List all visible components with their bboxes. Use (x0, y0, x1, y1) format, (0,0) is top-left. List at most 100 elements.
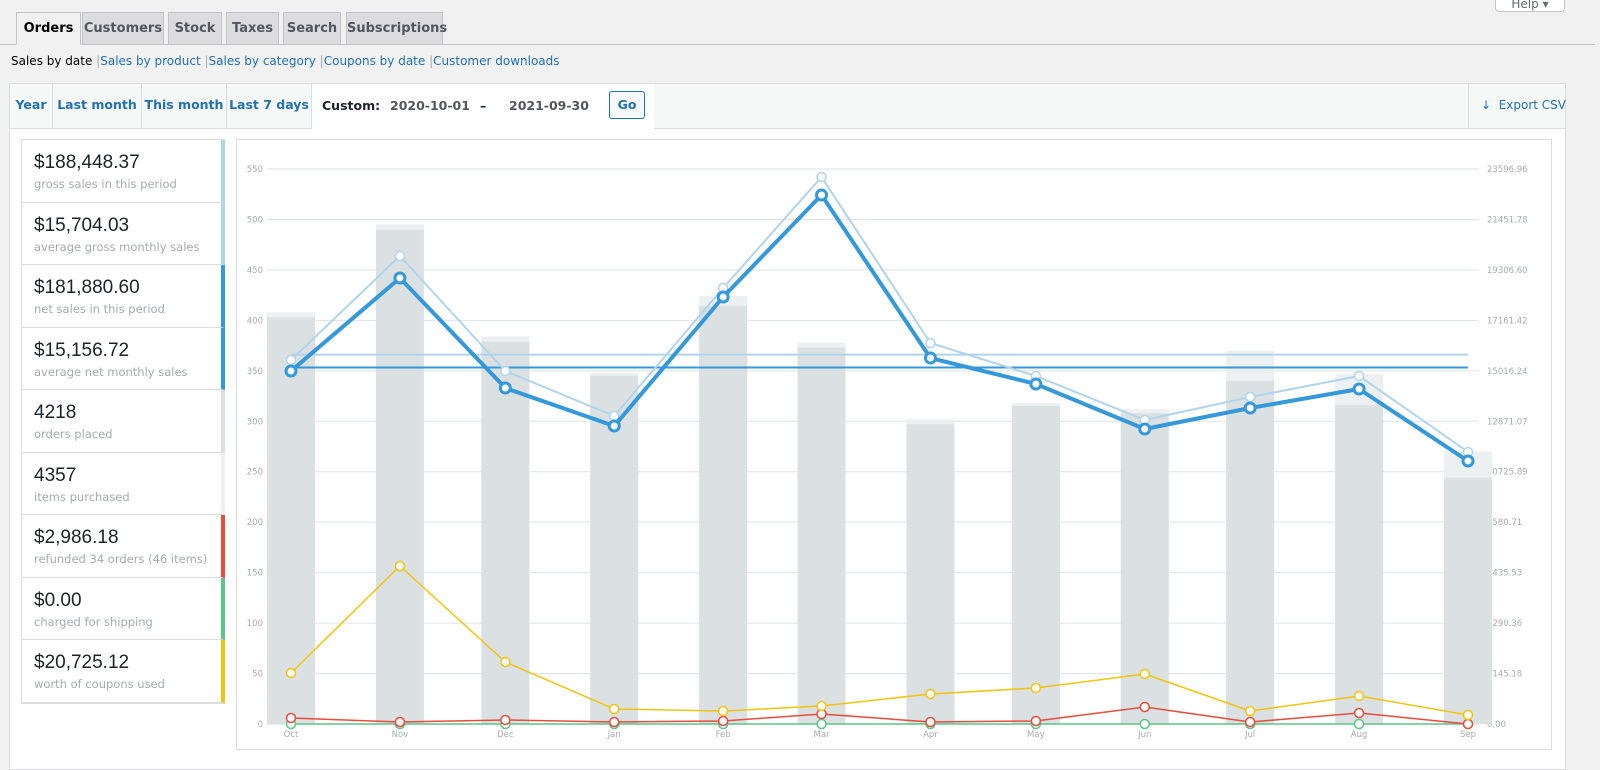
export-csv-button[interactable]: ↓ Export CSV (1468, 84, 1566, 128)
orders-bar (797, 347, 846, 724)
x-tick-label: Jun (1137, 730, 1151, 740)
legend-label: charged for shipping (34, 614, 153, 629)
net-point (1352, 382, 1366, 396)
net-point (1138, 422, 1152, 436)
refunds-point (1030, 715, 1042, 727)
help-button[interactable]: Help ▾ (1495, 0, 1565, 12)
legend-gross-sales[interactable]: $188,448.37 gross sales in this period (22, 140, 225, 203)
legend-items-purchased[interactable]: 4357 items purchased (22, 452, 225, 515)
x-tick-label: Jul (1244, 730, 1255, 740)
x-tick-label: Mar (814, 730, 831, 740)
orders-bar (1011, 406, 1060, 724)
y-right-tick-label: 4290.36 (1487, 619, 1522, 629)
y-right-tick-label: 0.00 (1487, 720, 1506, 730)
legend-label: items purchased (34, 489, 130, 504)
y-left-tick-label: 200 (247, 518, 263, 528)
net-line (289, 193, 1470, 463)
tab-subscriptions[interactable]: Subscriptions (346, 12, 447, 45)
net-point (716, 290, 730, 304)
x-tick-label: Jan (607, 730, 621, 740)
legend-value: $181,880.60 (34, 277, 140, 298)
range-year[interactable]: Year (10, 84, 53, 128)
subnav-sales-by-category[interactable]: Sales by category (208, 54, 316, 68)
orders-bar (1335, 405, 1384, 724)
x-tick-label: Nov (392, 730, 409, 740)
y-left-tick-label: 150 (247, 569, 263, 579)
orders-bar (699, 306, 748, 724)
y-right-tick-label: 23596.96 (1487, 165, 1528, 175)
subnav-customer-downloads[interactable]: Customer downloads (433, 54, 560, 68)
sales-chart: 0 0.00 50 2145.18 100 4290.36 150 6435.53 200 858… (236, 139, 1552, 750)
net-point (923, 351, 937, 365)
go-button[interactable]: Go (609, 91, 645, 119)
legend-value: $188,448.37 (34, 152, 140, 173)
x-tick-label: Dec (497, 730, 514, 740)
legend-coupons[interactable]: $20,725.12 worth of coupons used (22, 640, 225, 703)
legend-net-sales[interactable]: $181,880.60 net sales in this period (22, 265, 225, 328)
y-left-tick-label: 500 (247, 215, 263, 225)
range-this-month[interactable]: This month (142, 84, 227, 128)
gross-point (1244, 391, 1256, 403)
start-date-input[interactable]: 2020-10-01 (390, 98, 470, 113)
y-right-tick-label: 15016.24 (1487, 367, 1528, 377)
y-right-tick-label: 17161.42 (1487, 316, 1528, 326)
y-right-tick-label: 6435.53 (1487, 569, 1522, 579)
coupons-point (285, 667, 297, 679)
chart-svg: 0 0.00 50 2145.18 100 4290.36 150 6435.53 200 858… (247, 165, 1528, 740)
gross-line (290, 176, 1469, 453)
legend-average-net[interactable]: $15,156.72 average net monthly sales (22, 327, 225, 390)
y-left-tick-label: 50 (252, 670, 263, 680)
tab-taxes[interactable]: Taxes (226, 12, 279, 45)
legend-value: $15,156.72 (34, 339, 130, 361)
x-tick-label: May (1027, 730, 1045, 740)
legend-value: $0.00 (34, 589, 82, 611)
legend-refunds[interactable]: $2,986.18 refunded 34 orders (46 items) (22, 515, 225, 578)
x-tick-label: Apr (923, 730, 938, 740)
tab-stock[interactable]: Stock (168, 12, 222, 45)
coupons-point (394, 560, 406, 572)
legend-value: 4218 (34, 402, 77, 423)
tab-customers[interactable]: Customers (82, 12, 164, 45)
end-date-input[interactable]: 2021-09-30 (509, 98, 589, 113)
net-point (284, 364, 298, 378)
y-right-tick-label: 12871.07 (1487, 417, 1528, 427)
gross-point (1353, 370, 1365, 382)
legend-shipping[interactable]: $0.00 charged for shipping (22, 577, 225, 640)
coupons-line (290, 565, 1469, 716)
y-left-tick-label: 300 (247, 417, 263, 427)
orders-bar (267, 317, 315, 724)
subnav-sales-by-product[interactable]: Sales by product (100, 54, 201, 68)
net-point (393, 271, 407, 285)
refunds-point (394, 716, 406, 728)
orders-bar (1444, 477, 1492, 724)
range-last-7-days[interactable]: Last 7 days (227, 84, 312, 128)
tab-orders[interactable]: Orders (16, 12, 81, 45)
legend-value: $15,704.03 (34, 214, 130, 236)
y-right-tick-label: 8580.71 (1487, 518, 1522, 528)
y-right-tick-label: 10725.89 (1487, 468, 1528, 478)
net-point (1029, 377, 1043, 391)
legend-label: orders placed (34, 427, 113, 441)
export-csv-label: Export CSV (1498, 98, 1567, 112)
range-last-month[interactable]: Last month (53, 84, 142, 128)
legend-orders-placed[interactable]: 4218 orders placed (22, 390, 225, 453)
coupons-point (1030, 682, 1042, 694)
gross-point (394, 250, 406, 262)
arrow-down-icon: ↓ (1481, 98, 1492, 112)
net-point (498, 381, 512, 395)
net-point (607, 419, 621, 433)
coupons-point (816, 700, 827, 712)
shipping-point (1139, 718, 1151, 730)
y-left-tick-label: 350 (247, 367, 263, 377)
y-left-tick-label: 450 (247, 266, 263, 276)
legend-value: $20,725.12 (34, 652, 130, 673)
subnav-coupons-by-date[interactable]: Coupons by date (323, 54, 426, 68)
date-dash: – (480, 98, 487, 113)
y-left-tick-label: 0 (258, 720, 263, 730)
legend-average-gross[interactable]: $15,704.03 average gross monthly sales (22, 202, 225, 265)
gross-point (285, 354, 297, 366)
refunds-point (1139, 701, 1151, 713)
tab-search[interactable]: Search (283, 12, 341, 45)
x-tick-label: Sep (1460, 730, 1476, 740)
legend-label: average gross monthly sales (34, 239, 200, 254)
